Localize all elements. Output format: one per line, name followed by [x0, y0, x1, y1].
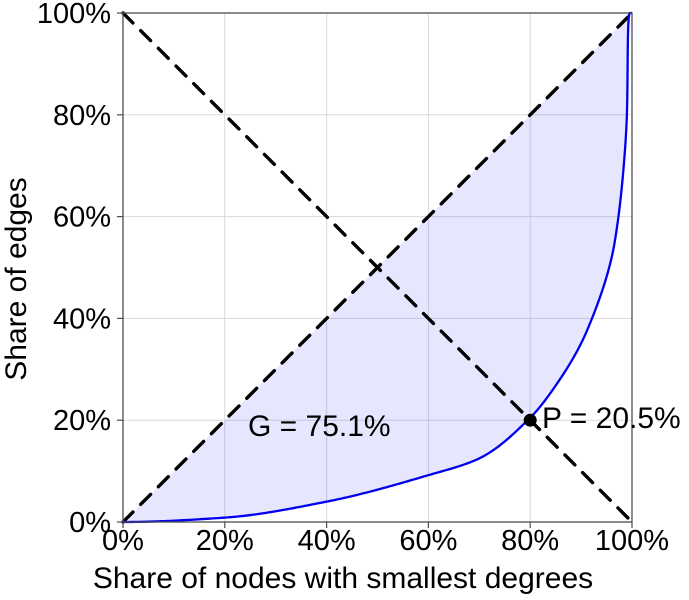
- svg-text:60%: 60%: [53, 202, 111, 234]
- svg-text:20%: 20%: [53, 405, 111, 437]
- svg-text:P = 20.5%: P = 20.5%: [542, 402, 681, 435]
- svg-text:40%: 40%: [53, 303, 111, 335]
- svg-text:80%: 80%: [501, 525, 559, 557]
- svg-text:0%: 0%: [69, 507, 111, 539]
- svg-text:60%: 60%: [399, 525, 457, 557]
- svg-text:G = 75.1%: G = 75.1%: [248, 410, 391, 443]
- svg-text:80%: 80%: [53, 100, 111, 132]
- svg-text:Share of nodes with smallest d: Share of nodes with smallest degrees: [93, 562, 593, 595]
- svg-text:100%: 100%: [37, 0, 111, 30]
- svg-text:100%: 100%: [595, 525, 669, 557]
- svg-text:40%: 40%: [298, 525, 356, 557]
- svg-text:Share of edges: Share of edges: [0, 177, 33, 380]
- svg-text:20%: 20%: [196, 525, 254, 557]
